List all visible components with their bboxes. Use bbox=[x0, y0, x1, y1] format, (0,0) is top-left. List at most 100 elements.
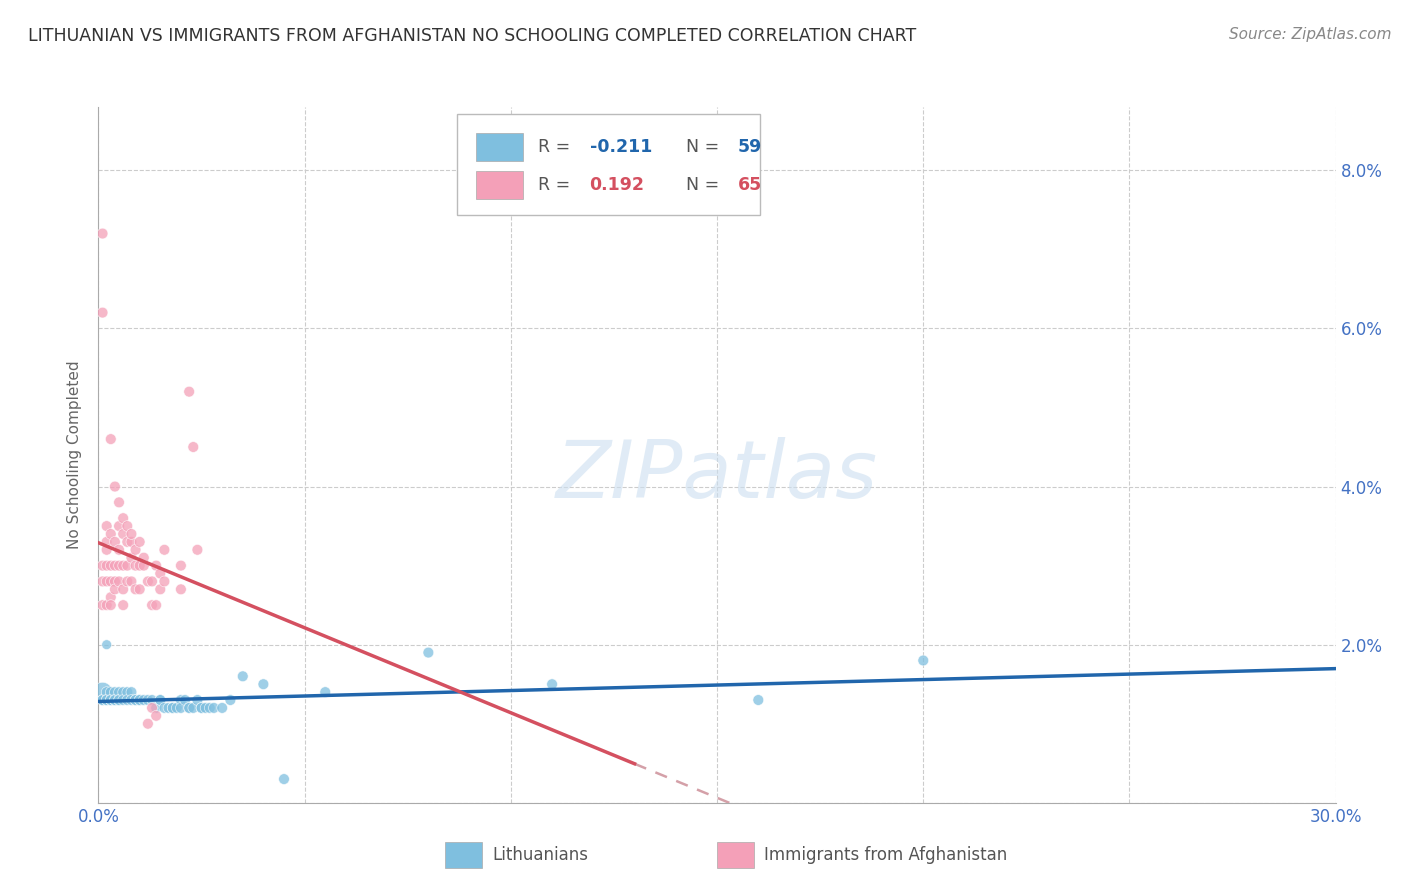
Point bbox=[96, 685, 118, 699]
Point bbox=[186, 542, 208, 557]
Point bbox=[162, 701, 184, 715]
Point bbox=[112, 693, 135, 707]
Text: R =: R = bbox=[537, 137, 575, 156]
Point bbox=[149, 693, 172, 707]
Point bbox=[108, 495, 131, 509]
Point bbox=[198, 701, 221, 715]
Point bbox=[108, 685, 131, 699]
Point bbox=[112, 685, 135, 699]
Y-axis label: No Schooling Completed: No Schooling Completed bbox=[67, 360, 83, 549]
Point bbox=[120, 534, 142, 549]
Point bbox=[174, 693, 197, 707]
Point bbox=[100, 574, 122, 589]
Text: N =: N = bbox=[686, 176, 725, 194]
Point bbox=[141, 598, 163, 612]
Point bbox=[117, 574, 139, 589]
Point bbox=[104, 534, 127, 549]
Point bbox=[100, 693, 122, 707]
Point bbox=[91, 574, 114, 589]
Point bbox=[747, 693, 769, 707]
Point bbox=[108, 693, 131, 707]
Point bbox=[194, 701, 217, 715]
Point bbox=[124, 693, 146, 707]
Text: N =: N = bbox=[686, 137, 725, 156]
Point bbox=[136, 574, 159, 589]
Point bbox=[112, 527, 135, 541]
Point bbox=[96, 598, 118, 612]
Point bbox=[211, 701, 233, 715]
Point bbox=[179, 701, 201, 715]
Point bbox=[96, 519, 118, 533]
Point bbox=[104, 479, 127, 493]
Point bbox=[112, 582, 135, 597]
Text: Immigrants from Afghanistan: Immigrants from Afghanistan bbox=[763, 846, 1007, 864]
Text: Source: ZipAtlas.com: Source: ZipAtlas.com bbox=[1229, 27, 1392, 42]
Point bbox=[124, 558, 146, 573]
Point bbox=[112, 511, 135, 525]
Point bbox=[170, 701, 193, 715]
Point bbox=[128, 558, 150, 573]
Point bbox=[219, 693, 242, 707]
Bar bbox=[717, 842, 754, 868]
Point bbox=[100, 432, 122, 446]
Point bbox=[112, 558, 135, 573]
Bar bbox=[475, 133, 523, 161]
Point bbox=[91, 227, 114, 241]
Point bbox=[145, 558, 167, 573]
Point bbox=[108, 519, 131, 533]
Point bbox=[181, 701, 204, 715]
Point bbox=[100, 591, 122, 605]
Text: Lithuanians: Lithuanians bbox=[492, 846, 588, 864]
Point bbox=[104, 693, 127, 707]
Point bbox=[190, 701, 212, 715]
Point bbox=[100, 693, 122, 707]
Point bbox=[117, 534, 139, 549]
Point bbox=[145, 598, 167, 612]
Point bbox=[91, 558, 114, 573]
Point bbox=[170, 693, 193, 707]
Point bbox=[91, 693, 114, 707]
Point bbox=[96, 638, 118, 652]
Point bbox=[153, 701, 176, 715]
Point bbox=[100, 527, 122, 541]
Point bbox=[132, 558, 155, 573]
Point bbox=[136, 693, 159, 707]
Point bbox=[145, 708, 167, 723]
Point bbox=[100, 685, 122, 699]
Point bbox=[117, 693, 139, 707]
Point bbox=[128, 582, 150, 597]
Point bbox=[91, 693, 114, 707]
Point bbox=[153, 542, 176, 557]
Point bbox=[117, 685, 139, 699]
Point bbox=[124, 693, 146, 707]
Point bbox=[91, 598, 114, 612]
Point bbox=[96, 693, 118, 707]
Point bbox=[104, 685, 127, 699]
Point bbox=[96, 574, 118, 589]
Point bbox=[108, 558, 131, 573]
Point bbox=[170, 582, 193, 597]
Point bbox=[314, 685, 336, 699]
Point bbox=[120, 550, 142, 565]
Point bbox=[104, 582, 127, 597]
Point bbox=[162, 701, 184, 715]
Point bbox=[124, 542, 146, 557]
Point bbox=[179, 384, 201, 399]
Point bbox=[120, 574, 142, 589]
Point bbox=[418, 646, 440, 660]
Point bbox=[149, 693, 172, 707]
Point bbox=[96, 542, 118, 557]
Point bbox=[186, 693, 208, 707]
Point bbox=[104, 558, 127, 573]
Text: 65: 65 bbox=[738, 176, 762, 194]
Point bbox=[153, 574, 176, 589]
Point bbox=[912, 653, 935, 667]
Point bbox=[96, 693, 118, 707]
Point bbox=[120, 685, 142, 699]
Point bbox=[202, 701, 225, 715]
Point bbox=[181, 440, 204, 454]
Bar bbox=[475, 171, 523, 199]
Point bbox=[157, 701, 180, 715]
Point bbox=[112, 598, 135, 612]
Point bbox=[166, 701, 188, 715]
